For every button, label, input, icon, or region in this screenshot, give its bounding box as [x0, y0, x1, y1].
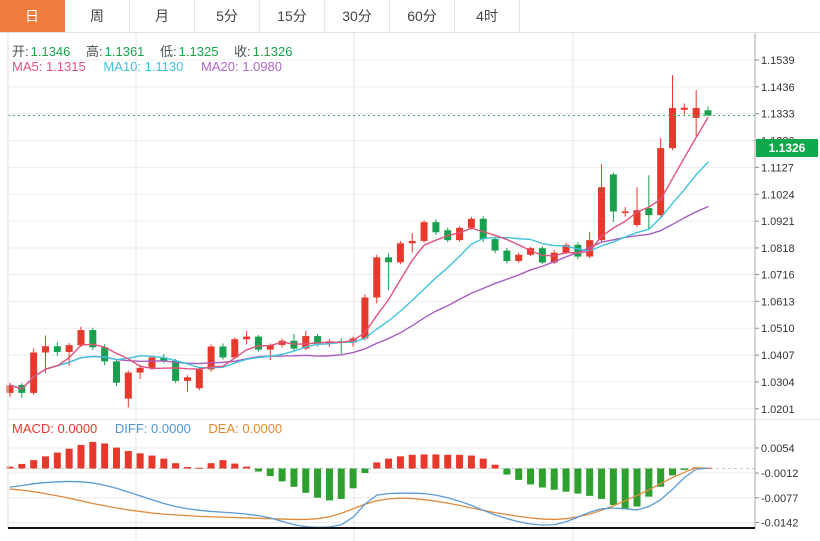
ma-legend: MA5: 1.1315 MA10: 1.1130 MA20: 1.0980 — [12, 59, 282, 74]
svg-text:1.0407: 1.0407 — [761, 350, 795, 362]
low-value: 1.1325 — [178, 44, 219, 59]
svg-text:-0.0142: -0.0142 — [761, 517, 798, 529]
chart-area[interactable]: 1.15391.14361.13331.12301.11271.10241.09… — [0, 32, 820, 541]
svg-text:1.1333: 1.1333 — [761, 109, 795, 121]
current-price-tag: 1.1326 — [756, 138, 818, 157]
svg-text:-0.0077: -0.0077 — [761, 493, 798, 505]
tab-month[interactable]: 月 — [130, 0, 195, 32]
svg-text:0.0054: 0.0054 — [761, 443, 795, 455]
svg-text:1.0921: 1.0921 — [761, 216, 795, 228]
svg-text:1.1539: 1.1539 — [761, 55, 795, 67]
svg-text:1.0201: 1.0201 — [761, 404, 795, 416]
svg-text:1.1024: 1.1024 — [761, 189, 795, 201]
open-value: 1.1346 — [30, 44, 71, 59]
svg-text:1.0613: 1.0613 — [761, 296, 795, 308]
dea-value-legend: DEA: 0.0000 — [208, 421, 283, 436]
low-label: 低: — [160, 44, 177, 59]
ma20-legend: MA20: 1.0980 — [200, 59, 282, 74]
diff-value-legend: DIFF: 0.0000 — [114, 421, 191, 436]
macd-legend: MACD: 0.0000 DIFF: 0.0000 DEA: 0.0000 — [12, 421, 282, 436]
close-value: 1.1326 — [252, 44, 293, 59]
ma5-legend: MA5: 1.1315 — [12, 59, 86, 74]
open-label: 开: — [12, 44, 29, 59]
svg-text:-0.0012: -0.0012 — [761, 468, 798, 480]
period-tabbar: 日 周 月 5分 15分 30分 60分 4时 — [0, 0, 820, 33]
high-value: 1.1361 — [104, 44, 145, 59]
tab-4hour[interactable]: 4时 — [455, 0, 520, 32]
tab-week[interactable]: 周 — [65, 0, 130, 32]
svg-text:1.0510: 1.0510 — [761, 323, 795, 335]
tab-30min[interactable]: 30分 — [325, 0, 390, 32]
svg-text:1.1127: 1.1127 — [761, 162, 794, 174]
candlestick-macd-chart: 1.15391.14361.13331.12301.11271.10241.09… — [6, 33, 820, 541]
macd-value-legend: MACD: 0.0000 — [12, 421, 98, 436]
tab-60min[interactable]: 60分 — [390, 0, 455, 32]
tab-day[interactable]: 日 — [0, 0, 65, 32]
ohlc-legend: 开: 1.1346 高: 1.1361 低: 1.1325 收: 1.1326 — [12, 41, 304, 60]
tab-5min[interactable]: 5分 — [195, 0, 260, 32]
high-label: 高: — [86, 44, 103, 59]
tab-15min[interactable]: 15分 — [260, 0, 325, 32]
svg-text:1.0818: 1.0818 — [761, 243, 795, 255]
close-label: 收: — [234, 44, 251, 59]
svg-text:1.0716: 1.0716 — [761, 270, 795, 282]
svg-text:1.0304: 1.0304 — [761, 377, 795, 389]
svg-text:1.1436: 1.1436 — [761, 82, 795, 94]
ma10-legend: MA10: 1.1130 — [103, 59, 184, 74]
